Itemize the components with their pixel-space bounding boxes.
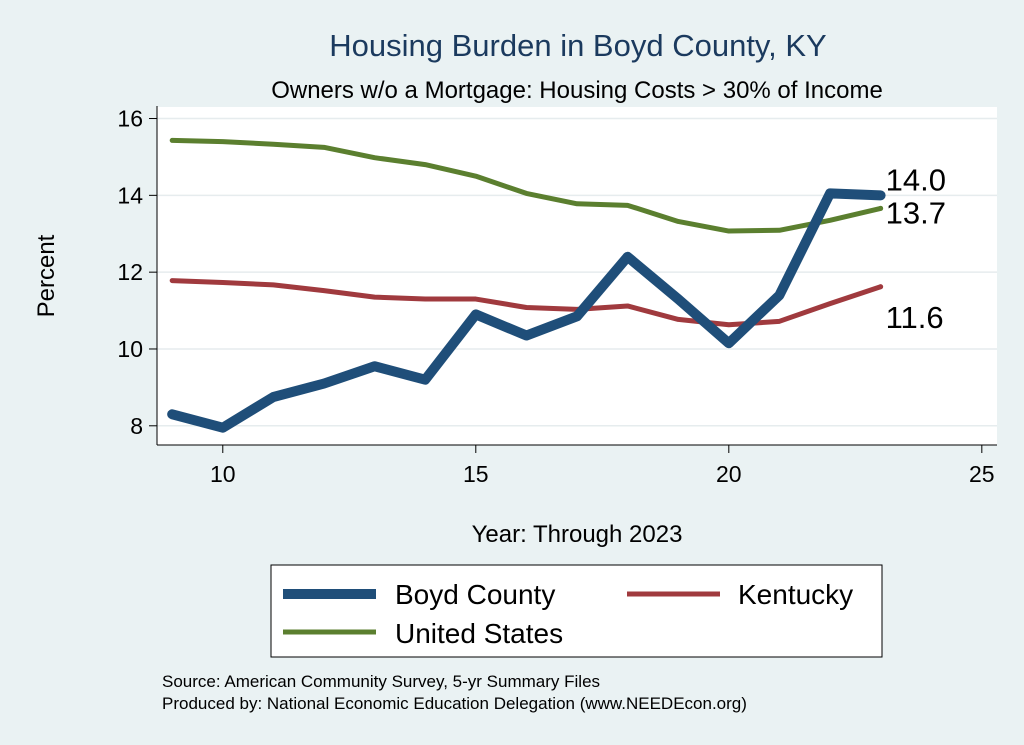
end-point-united-states xyxy=(878,205,884,211)
chart-title: Housing Burden in Boyd County, KY xyxy=(329,28,826,63)
x-tick-label: 25 xyxy=(969,461,995,487)
x-axis: 10 15 20 25 xyxy=(157,444,997,487)
end-point-kentucky xyxy=(878,284,884,290)
y-axis-label: Percent xyxy=(33,234,60,317)
grid-lines xyxy=(157,117,997,427)
x-tick-label: 20 xyxy=(716,461,742,487)
y-tick-label: 14 xyxy=(117,182,143,208)
chart-subtitle: Owners w/o a Mortgage: Housing Costs > 3… xyxy=(271,77,883,104)
y-tick-label: 12 xyxy=(117,259,143,285)
x-axis-label: Year: Through 2023 xyxy=(472,521,683,548)
source-line: Source: American Community Survey, 5-yr … xyxy=(162,672,600,691)
end-label-united-states: 13.7 xyxy=(886,195,946,230)
producer-line: Produced by: National Economic Education… xyxy=(162,694,747,713)
end-point-boyd-county xyxy=(878,192,884,198)
y-tick-label: 10 xyxy=(117,336,143,362)
x-tick-label: 15 xyxy=(463,461,489,487)
legend-label-united-states: United States xyxy=(395,618,563,649)
y-axis: 8 10 12 14 16 xyxy=(117,106,158,445)
series-line-united-states xyxy=(169,137,884,234)
series-line-kentucky xyxy=(169,278,884,328)
legend-label-kentucky: Kentucky xyxy=(738,579,853,610)
legend-box xyxy=(270,564,883,658)
end-labels: 14.0 11.6 13.7 xyxy=(886,162,946,334)
y-tick-label: 8 xyxy=(130,413,143,439)
legend-label-boyd-county: Boyd County xyxy=(395,579,555,610)
series-lines xyxy=(167,137,886,433)
series-line-boyd-county xyxy=(167,188,886,433)
y-tick-label: 16 xyxy=(117,106,143,132)
end-label-kentucky: 11.6 xyxy=(886,300,944,335)
end-label-boyd-county: 14.0 xyxy=(886,162,946,197)
legend: Boyd County Kentucky United States xyxy=(270,564,883,658)
x-tick-label: 10 xyxy=(210,461,236,487)
